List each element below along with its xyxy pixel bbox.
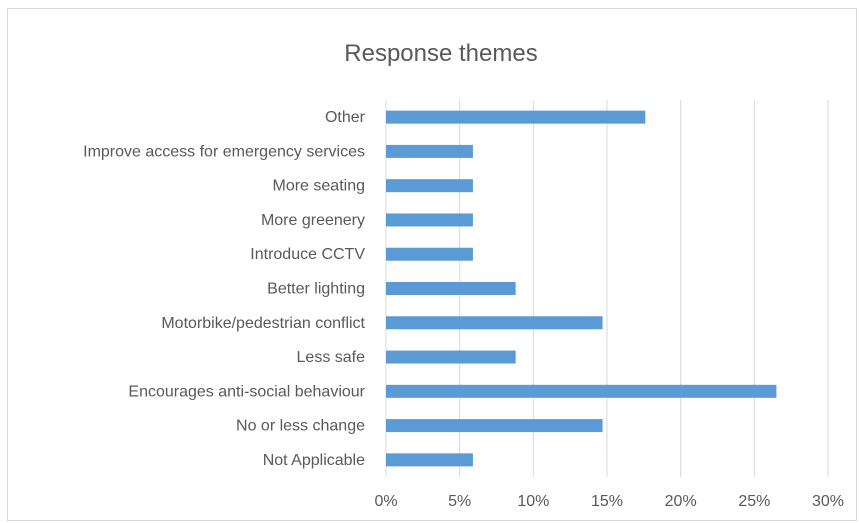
- chart-area: Response themes Other Improve access for …: [7, 8, 857, 521]
- gridlines: [385, 100, 829, 477]
- bar: [386, 350, 516, 364]
- bar: [386, 110, 646, 124]
- category-label: Motorbike/pedestrian conflict: [161, 315, 365, 332]
- bar: [386, 144, 473, 158]
- category-label: More seating: [273, 178, 366, 195]
- x-tick-label: 5%: [448, 493, 471, 510]
- x-tick-label: 30%: [812, 493, 844, 510]
- bar: [386, 282, 516, 295]
- x-tick-label: 0%: [374, 493, 397, 510]
- bar: [386, 453, 473, 467]
- x-axis-tick-labels: 0% 5% 10% 15% 20% 25% 30%: [374, 493, 844, 510]
- bars: [386, 110, 777, 467]
- category-label: Less safe: [297, 349, 366, 366]
- category-label: Other: [325, 109, 366, 126]
- category-label: Encourages anti-social behaviour: [128, 383, 365, 400]
- x-tick-label: 20%: [665, 493, 697, 510]
- bar-chart: Response themes Other Improve access for …: [83, 40, 844, 510]
- category-label: Not Applicable: [263, 452, 365, 469]
- bar: [386, 384, 777, 398]
- category-label: Better lighting: [267, 281, 365, 298]
- x-tick-label: 10%: [517, 493, 549, 510]
- category-label: No or less change: [236, 418, 365, 435]
- bar: [386, 247, 473, 261]
- category-label: More greenery: [261, 212, 365, 229]
- bar: [386, 179, 473, 193]
- x-tick-label: 25%: [738, 493, 770, 510]
- bar: [386, 316, 603, 330]
- category-label: Introduce CCTV: [250, 246, 365, 263]
- category-labels: Other Improve access for emergency servic…: [83, 109, 366, 469]
- bar: [386, 213, 473, 227]
- category-label: Improve access for emergency services: [83, 143, 365, 160]
- chart-title: Response themes: [344, 40, 537, 67]
- x-tick-label: 15%: [591, 493, 623, 510]
- bar: [386, 419, 603, 433]
